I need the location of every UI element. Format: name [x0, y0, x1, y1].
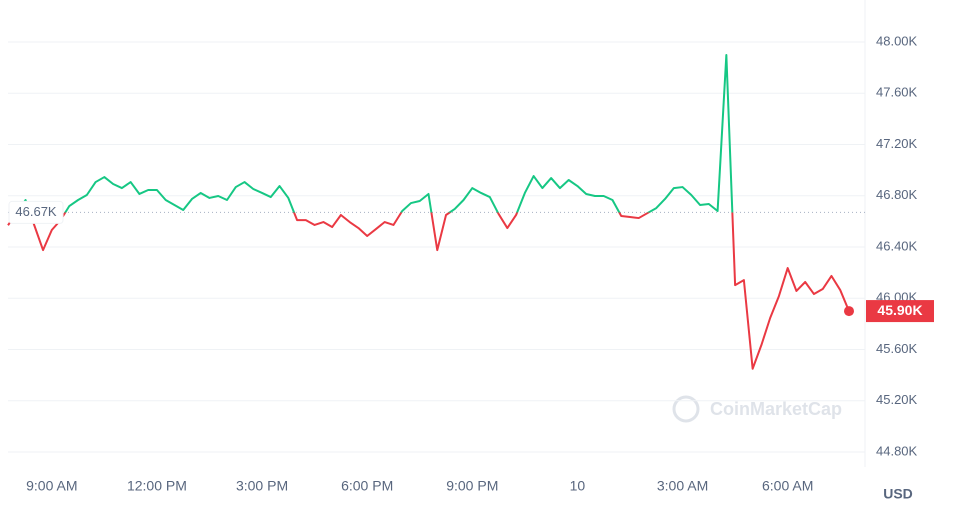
x-tick-label: 12:00 PM: [127, 478, 187, 494]
y-tick-label: 48.00K: [876, 33, 918, 48]
y-tick-label: 45.60K: [876, 341, 918, 356]
baseline-label: 46.67K: [15, 204, 57, 219]
x-tick-label: 9:00 AM: [26, 478, 77, 494]
y-tick-label: 44.80K: [876, 443, 918, 458]
y-tick-label: 47.60K: [876, 85, 918, 100]
watermark-text: CoinMarketCap: [710, 399, 842, 419]
last-label: 45.90K: [877, 302, 922, 318]
x-tick-label: 6:00 AM: [762, 478, 813, 494]
x-tick-label: 10: [570, 478, 586, 494]
last-dot: [844, 306, 854, 317]
price-line: [7, 53, 850, 370]
x-tick-label: 6:00 PM: [341, 478, 393, 494]
baseline-label-box: [8, 200, 64, 224]
x-tick-label: 3:00 PM: [236, 478, 288, 494]
y-tick-label: 46.40K: [876, 238, 918, 253]
last-label-box: [866, 300, 934, 323]
y-tick-label: 46.80K: [876, 187, 918, 202]
y-tick-label: 47.20K: [876, 136, 918, 151]
x-tick-label: 9:00 PM: [446, 478, 498, 494]
x-tick-label: 3:00 AM: [657, 478, 708, 494]
y-tick-label: 45.20K: [876, 392, 918, 407]
y-unit: USD: [883, 486, 913, 502]
watermark: CoinMarketCap: [672, 395, 842, 423]
